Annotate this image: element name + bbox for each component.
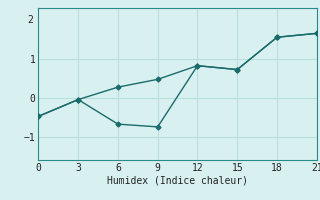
- Text: 2: 2: [27, 15, 33, 25]
- X-axis label: Humidex (Indice chaleur): Humidex (Indice chaleur): [107, 176, 248, 186]
